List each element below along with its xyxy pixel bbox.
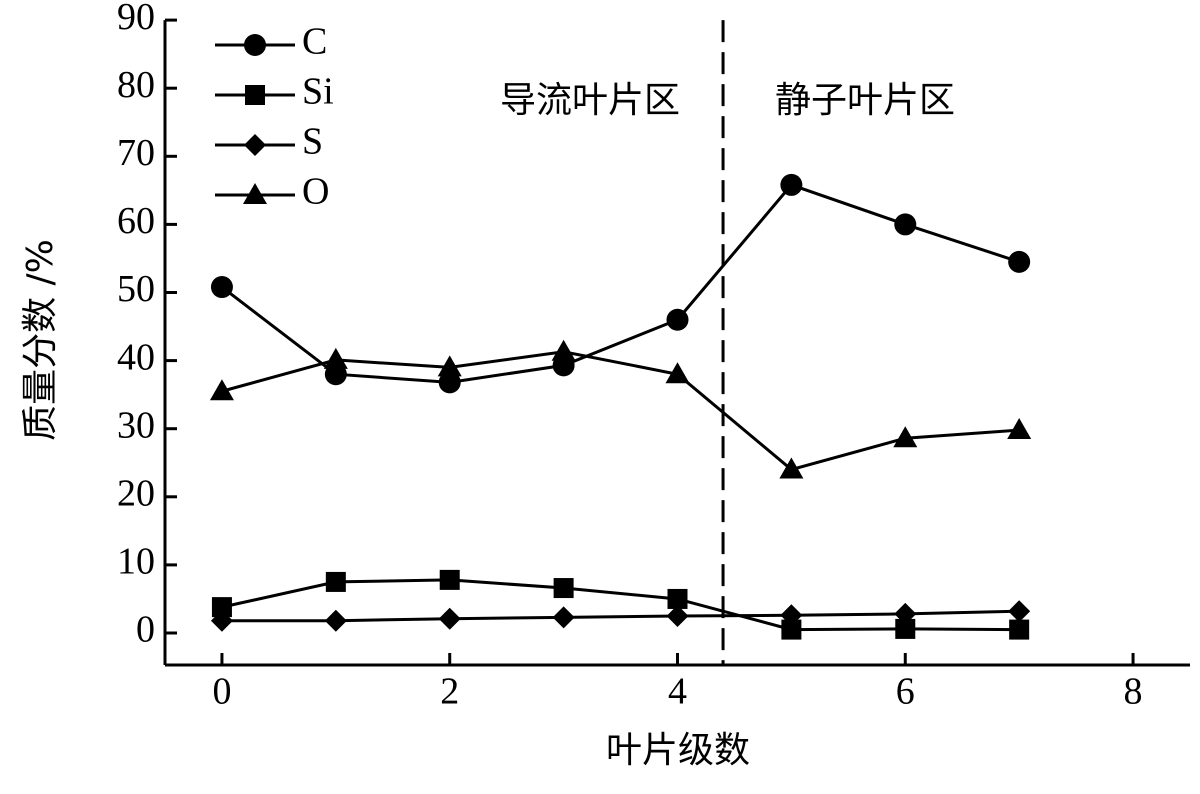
marker — [437, 355, 462, 377]
marker — [439, 569, 460, 590]
marker — [894, 602, 917, 625]
marker — [245, 85, 265, 105]
marker — [665, 362, 690, 384]
x-axis-label: 叶片级数 — [606, 730, 750, 771]
marker — [894, 213, 917, 236]
x-tick-label: 2 — [440, 671, 459, 713]
marker — [211, 597, 232, 618]
region-label: 导流叶片区 — [500, 80, 680, 121]
legend-label: C — [302, 21, 327, 63]
y-tick-label: 80 — [117, 64, 155, 106]
marker — [895, 618, 916, 639]
marker — [244, 34, 266, 56]
legend-label: Si — [302, 71, 334, 113]
x-tick-label: 0 — [212, 671, 231, 713]
marker — [323, 347, 348, 369]
marker — [438, 607, 461, 630]
marker — [780, 173, 803, 196]
x-tick-label: 4 — [668, 671, 687, 713]
marker — [1007, 418, 1032, 440]
marker — [666, 604, 689, 627]
y-axis-label: 质量分数 /% — [20, 239, 61, 441]
marker — [666, 308, 689, 331]
region-label: 静子叶片区 — [775, 80, 955, 121]
y-tick-label: 10 — [117, 541, 155, 583]
y-tick-label: 50 — [117, 268, 155, 310]
marker — [779, 457, 804, 479]
marker — [438, 371, 461, 394]
marker — [1008, 250, 1031, 273]
marker — [210, 609, 233, 632]
x-tick-label: 6 — [896, 671, 915, 713]
series-line — [221, 183, 1020, 384]
series-line — [221, 578, 1020, 632]
x-tick-label: 8 — [1124, 671, 1143, 713]
marker — [552, 606, 575, 629]
legend-label: O — [302, 171, 329, 213]
marker — [551, 339, 576, 361]
marker — [243, 183, 267, 204]
marker — [325, 571, 346, 592]
y-tick-label: 0 — [136, 609, 155, 651]
marker — [893, 426, 918, 448]
marker — [210, 276, 233, 299]
marker — [324, 609, 347, 632]
marker — [209, 379, 234, 401]
marker — [780, 604, 803, 627]
series-line — [221, 350, 1020, 472]
marker — [667, 588, 688, 609]
y-tick-label: 60 — [117, 200, 155, 242]
y-tick-label: 40 — [117, 336, 155, 378]
marker — [1009, 619, 1030, 640]
y-tick-label: 70 — [117, 132, 155, 174]
legend-label: S — [302, 121, 323, 163]
y-tick-label: 20 — [117, 473, 155, 515]
marker — [244, 134, 266, 156]
marker — [553, 578, 574, 599]
series-line — [221, 609, 1020, 623]
marker — [781, 619, 802, 640]
y-tick-label: 30 — [117, 404, 155, 446]
marker — [1008, 600, 1031, 623]
y-tick-label: 90 — [117, 0, 155, 38]
